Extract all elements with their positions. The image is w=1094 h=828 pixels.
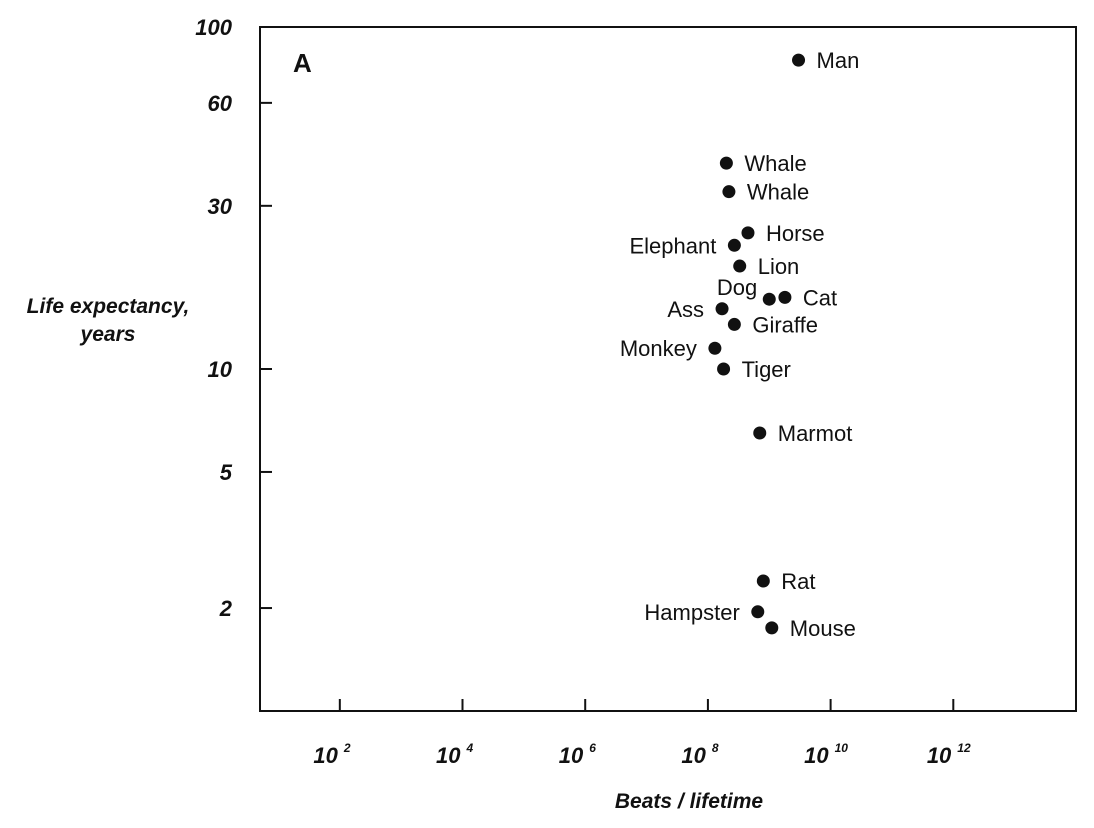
- data-point: [722, 185, 736, 199]
- data-point: [733, 259, 747, 273]
- x-tick-label-exponent: 8: [712, 741, 719, 755]
- x-tick-label-exponent: 10: [835, 741, 849, 755]
- panel-label: A: [293, 48, 312, 78]
- x-tick-label-base: 10: [559, 743, 584, 768]
- data-point-label: Whale: [744, 151, 806, 176]
- x-tick-label-base: 10: [804, 743, 829, 768]
- data-point-label: Lion: [758, 254, 800, 279]
- data-point-label: Man: [817, 48, 860, 73]
- data-point-label: Rat: [781, 569, 815, 594]
- y-axis-title-line-2: years: [80, 323, 136, 346]
- x-tick-label-exponent: 6: [589, 741, 596, 755]
- data-point: [727, 238, 741, 252]
- data-point-label: Tiger: [742, 357, 791, 382]
- data-point-label: Hampster: [644, 600, 739, 625]
- data-point: [708, 341, 722, 355]
- data-point-label: Mouse: [790, 616, 856, 641]
- x-tick-label-exponent: 2: [343, 741, 351, 755]
- data-point: [715, 302, 729, 316]
- x-axis-ticks: 10 2 10 4 10 6 10 8 10 10 10 12: [313, 699, 971, 768]
- data-point-label: Elephant: [630, 233, 717, 258]
- x-tick-label-base: 10: [681, 743, 706, 768]
- data-point: [765, 621, 779, 635]
- data-point: [762, 292, 776, 306]
- y-axis-title-line-1: Life expectancy,: [27, 295, 190, 318]
- y-axis-ticks: 100 60 30 10 5 2: [195, 15, 272, 621]
- y-tick-label: 60: [208, 91, 233, 116]
- data-point: [792, 53, 806, 67]
- y-tick-label: 100: [195, 15, 232, 40]
- x-tick-label-base: 10: [927, 743, 952, 768]
- x-tick-label-base: 10: [436, 743, 461, 768]
- x-tick-label-exponent: 12: [957, 741, 971, 755]
- data-point-label: Marmot: [778, 421, 853, 446]
- data-point: [753, 426, 767, 440]
- data-point: [727, 317, 741, 331]
- data-point-label: Ass: [667, 297, 704, 322]
- data-point: [778, 290, 792, 304]
- data-point: [717, 362, 731, 376]
- data-point: [756, 574, 770, 588]
- data-point-label: Monkey: [620, 336, 697, 361]
- y-tick-label: 5: [220, 460, 233, 485]
- data-point-label: Giraffe: [752, 312, 818, 337]
- y-tick-label: 30: [208, 194, 233, 219]
- data-point-label: Horse: [766, 221, 825, 246]
- data-point-label: Dog: [717, 275, 757, 300]
- y-tick-label: 2: [219, 596, 233, 621]
- data-point-label: Cat: [803, 285, 837, 310]
- data-point: [719, 156, 733, 170]
- data-point-label: Whale: [747, 180, 809, 205]
- x-tick-label-exponent: 4: [466, 741, 474, 755]
- x-tick-label-base: 10: [313, 743, 338, 768]
- y-tick-label: 10: [208, 357, 233, 382]
- x-axis-title: Beats / lifetime: [615, 790, 764, 813]
- data-point: [741, 226, 755, 240]
- data-point: [751, 605, 765, 619]
